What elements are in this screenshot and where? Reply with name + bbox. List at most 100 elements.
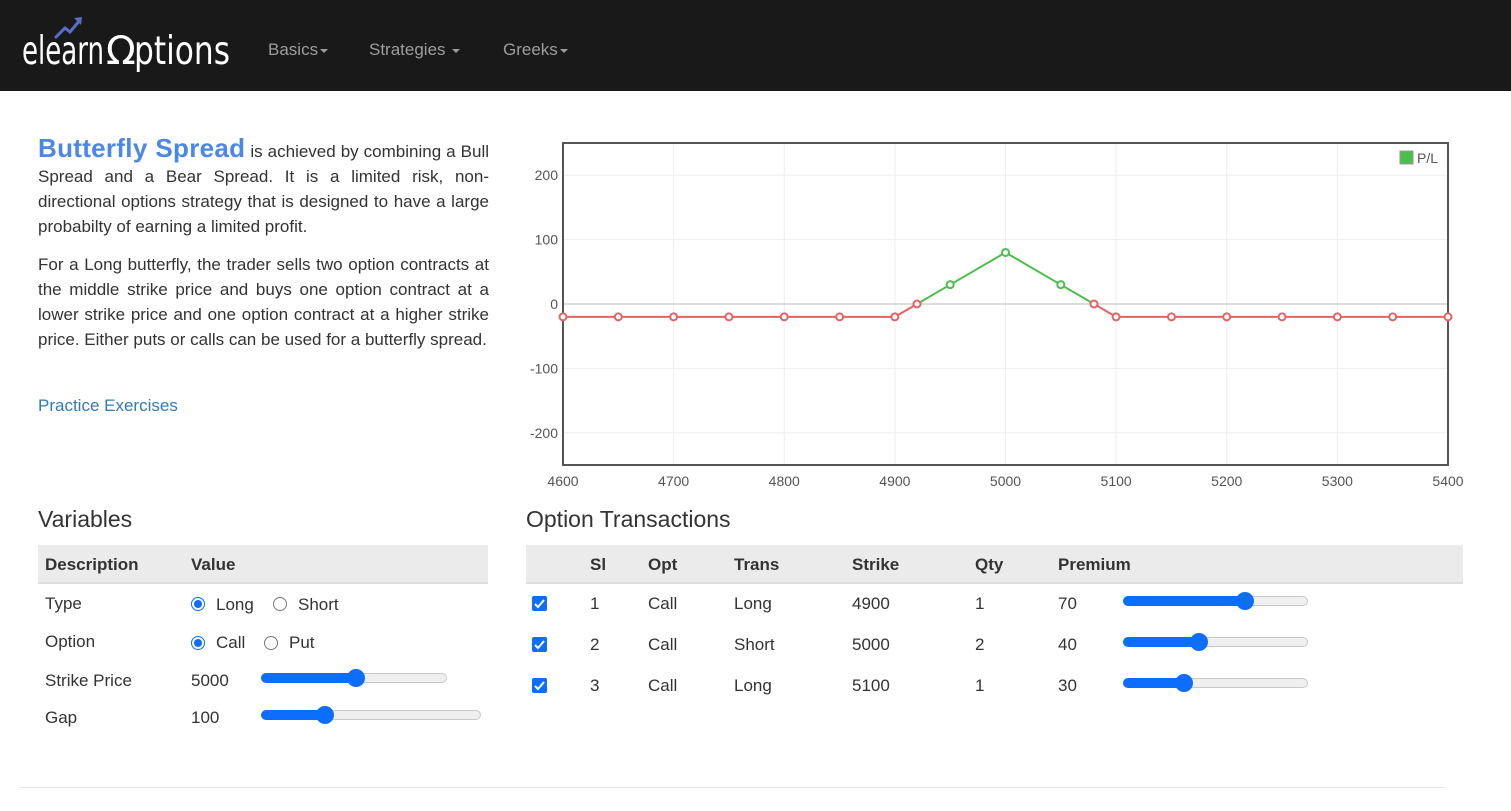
pl-data-point — [1332, 312, 1342, 322]
legend-swatch — [1399, 150, 1414, 165]
pl-data-point — [912, 299, 922, 309]
header-trans: Trans — [734, 555, 780, 574]
top-navbar: elearn Ω ptions Basics Strategies Greeks — [0, 0, 1511, 91]
row-2-sl: 2 — [590, 635, 600, 654]
legend-label: P/L — [1417, 150, 1438, 166]
x-tick-label: 5100 — [1101, 473, 1132, 489]
row-1-qty: 1 — [975, 594, 985, 613]
x-tick-label: 4800 — [769, 473, 800, 489]
row-2-qty: 2 — [975, 635, 985, 654]
variables-title: Variables — [38, 506, 133, 532]
strike-price-slider-fill — [261, 673, 355, 683]
pl-data-point — [1089, 299, 1099, 309]
row-3-premium: 30 — [1058, 676, 1077, 695]
plot-frame — [562, 142, 1449, 466]
row-3-strike: 5100 — [852, 676, 890, 695]
pl-chart-svg: 4600 4700 4800 4900 5000 5100 5200 5300 5400 200 1… — [530, 142, 1464, 489]
variables-table-header: Description Value — [38, 545, 488, 584]
gap-slider-thumb[interactable] — [316, 706, 334, 724]
row-1-checkbox[interactable] — [532, 596, 547, 611]
type-label: Type — [45, 594, 82, 613]
y-tick-label: -100 — [530, 360, 558, 376]
type-long-radio[interactable] — [191, 597, 205, 611]
strike-price-slider[interactable] — [261, 669, 447, 687]
row-1-sl: 1 — [590, 594, 600, 613]
type-long-label[interactable]: Long — [216, 595, 254, 614]
x-tick-label: 5000 — [990, 473, 1021, 489]
row-3-premium-slider-thumb[interactable] — [1175, 674, 1194, 692]
footer-divider — [20, 787, 1445, 788]
header-strike: Strike — [852, 555, 900, 574]
chevron-down-icon — [320, 48, 329, 53]
pl-data-point — [1222, 312, 1232, 322]
nav-greeks[interactable]: Greeks — [503, 40, 568, 60]
header-qty: Qty — [975, 555, 1004, 574]
type-short-label[interactable]: Short — [298, 595, 339, 614]
gap-slider[interactable] — [261, 706, 481, 724]
row-3-premium-slider[interactable] — [1123, 674, 1308, 692]
chevron-down-icon — [559, 48, 568, 53]
x-tick-label: 4600 — [547, 473, 578, 489]
pl-line-segment — [1004, 251, 1062, 286]
header-premium: Premium — [1058, 555, 1131, 574]
x-tick-label: 4900 — [879, 473, 910, 489]
svg-text:ptions: ptions — [134, 29, 230, 74]
x-tick-label: 5300 — [1322, 473, 1353, 489]
x-tick-label: 4700 — [658, 473, 689, 489]
pl-line-segment — [916, 283, 951, 305]
strike-price-slider-thumb[interactable] — [346, 669, 365, 687]
option-put-label[interactable]: Put — [289, 633, 315, 652]
checkmark-icon — [534, 599, 545, 609]
x-tick-label: 5400 — [1432, 473, 1463, 489]
nav-strategies[interactable]: Strategies — [369, 40, 461, 60]
pl-data-point — [1001, 247, 1010, 257]
brand-logo[interactable]: elearn Ω ptions — [22, 14, 234, 82]
header-opt: Opt — [648, 555, 678, 574]
row-2-premium-slider-thumb[interactable] — [1190, 633, 1208, 651]
gap-value: 100 — [191, 708, 220, 727]
row-1-opt: Call — [648, 594, 678, 613]
description-paragraph-2: For a Long butterfly, the trader sells t… — [38, 255, 489, 349]
strategy-title: Butterfly Spread — [38, 133, 246, 163]
gap-slider-fill — [261, 710, 324, 720]
row-2-strike: 5000 — [852, 635, 890, 654]
row-1-premium-slider[interactable] — [1123, 592, 1308, 610]
strike-price-label: Strike Price — [45, 671, 132, 690]
checkmark-icon — [534, 640, 545, 650]
option-call-label[interactable]: Call — [216, 633, 246, 652]
type-short-radio[interactable] — [273, 597, 287, 611]
gap-label: Gap — [45, 708, 78, 727]
strike-price-value: 5000 — [191, 671, 229, 690]
option-call-radio[interactable] — [191, 636, 205, 650]
row-1-trans: Long — [734, 594, 772, 613]
checkmark-icon — [534, 681, 545, 691]
row-3-checkbox[interactable] — [532, 678, 547, 693]
practice-exercises-link[interactable]: Practice Exercises — [38, 396, 178, 415]
row-2-checkbox[interactable] — [532, 637, 547, 652]
y-tick-label: 200 — [535, 167, 559, 183]
option-transactions-title: Option Transactions — [526, 506, 731, 532]
nav-basics-label: Basics — [268, 40, 319, 59]
option-put-radio[interactable] — [264, 636, 278, 650]
pl-data-point — [1443, 312, 1453, 322]
description-paragraph-1: Butterfly Spread is achieved by combinin… — [38, 133, 489, 239]
pl-data-point — [1388, 312, 1398, 322]
nav-greeks-label: Greeks — [503, 40, 558, 59]
pl-data-point — [945, 280, 955, 290]
y-tick-label: 100 — [535, 232, 559, 248]
pl-data-point — [669, 312, 679, 322]
elearnoptions-logo-icon: elearn Ω ptions — [22, 17, 230, 74]
row-3-trans: Long — [734, 676, 772, 695]
row-1-premium-slider-thumb[interactable] — [1236, 592, 1255, 610]
row-3-premium-slider-fill — [1123, 678, 1184, 688]
nav-basics[interactable]: Basics — [268, 40, 329, 60]
row-2-premium-slider-fill — [1123, 637, 1198, 647]
nav-strategies-label: Strategies — [369, 40, 451, 59]
pl-data-point — [724, 312, 734, 322]
strategy-description: Butterfly Spread is achieved by combinin… — [38, 133, 489, 365]
row-2-premium-slider[interactable] — [1123, 633, 1308, 651]
header-sl: Sl — [590, 555, 607, 574]
row-2-opt: Call — [648, 635, 678, 654]
variables-header-description: Description — [45, 555, 139, 574]
pl-data-point — [613, 312, 623, 322]
